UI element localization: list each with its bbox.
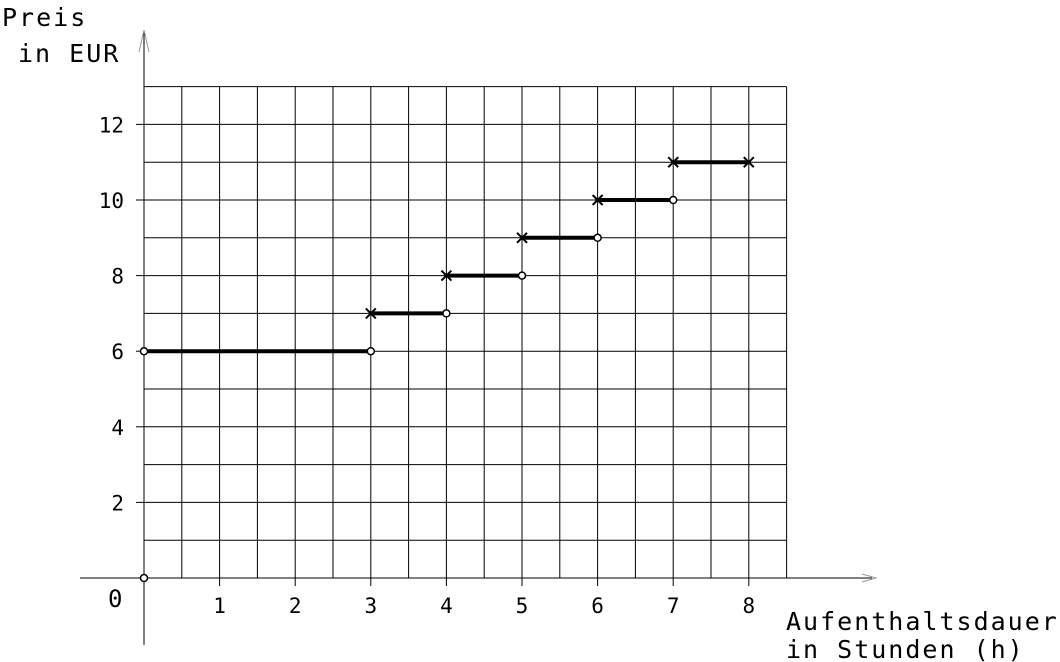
x-tick-label: 8: [742, 594, 755, 618]
open-circle-marker: [517, 271, 527, 280]
open-circle-marker: [593, 233, 602, 243]
y-tick-label: 6: [111, 340, 124, 364]
cross-marker: [365, 307, 377, 320]
x-tick-label: 3: [364, 594, 377, 618]
y-axis-label-line1: Preis: [2, 3, 87, 32]
x-tick-label: 5: [516, 594, 529, 618]
cross-marker: [743, 156, 755, 168]
open-circle-marker: [442, 309, 451, 318]
x-axis-label-line1: Aufenthaltsdauer: [786, 607, 1059, 636]
cross-marker: [516, 232, 528, 244]
cross-marker: [591, 194, 604, 206]
open-circle-marker: [668, 195, 678, 205]
y-axis-label-line2: in EUR: [18, 39, 120, 68]
open-circle-marker: [366, 346, 376, 356]
open-circle-marker: [139, 573, 149, 583]
cross-marker: [440, 269, 453, 282]
y-tick-label: 8: [111, 265, 124, 289]
open-circle-marker: [139, 346, 149, 356]
x-tick-label: 7: [667, 594, 680, 618]
cross-marker: [667, 156, 679, 168]
origin-label: 0: [108, 585, 122, 613]
y-tick-label: 12: [99, 113, 124, 137]
x-axis-label-line2: in Stunden (h): [786, 635, 1025, 662]
data-series: [139, 156, 755, 583]
y-tick-label: 10: [99, 189, 124, 213]
y-tick-label: 2: [111, 491, 124, 515]
axes: [80, 29, 878, 645]
x-axis-arrow-icon: [861, 573, 878, 583]
x-tick-label: 6: [591, 594, 604, 618]
y-axis-arrow-icon: [138, 29, 150, 53]
y-tick-label: 4: [111, 416, 124, 440]
x-tick-label: 4: [440, 594, 453, 618]
x-tick-label: 2: [289, 594, 302, 618]
x-tick-label: 1: [213, 594, 226, 618]
